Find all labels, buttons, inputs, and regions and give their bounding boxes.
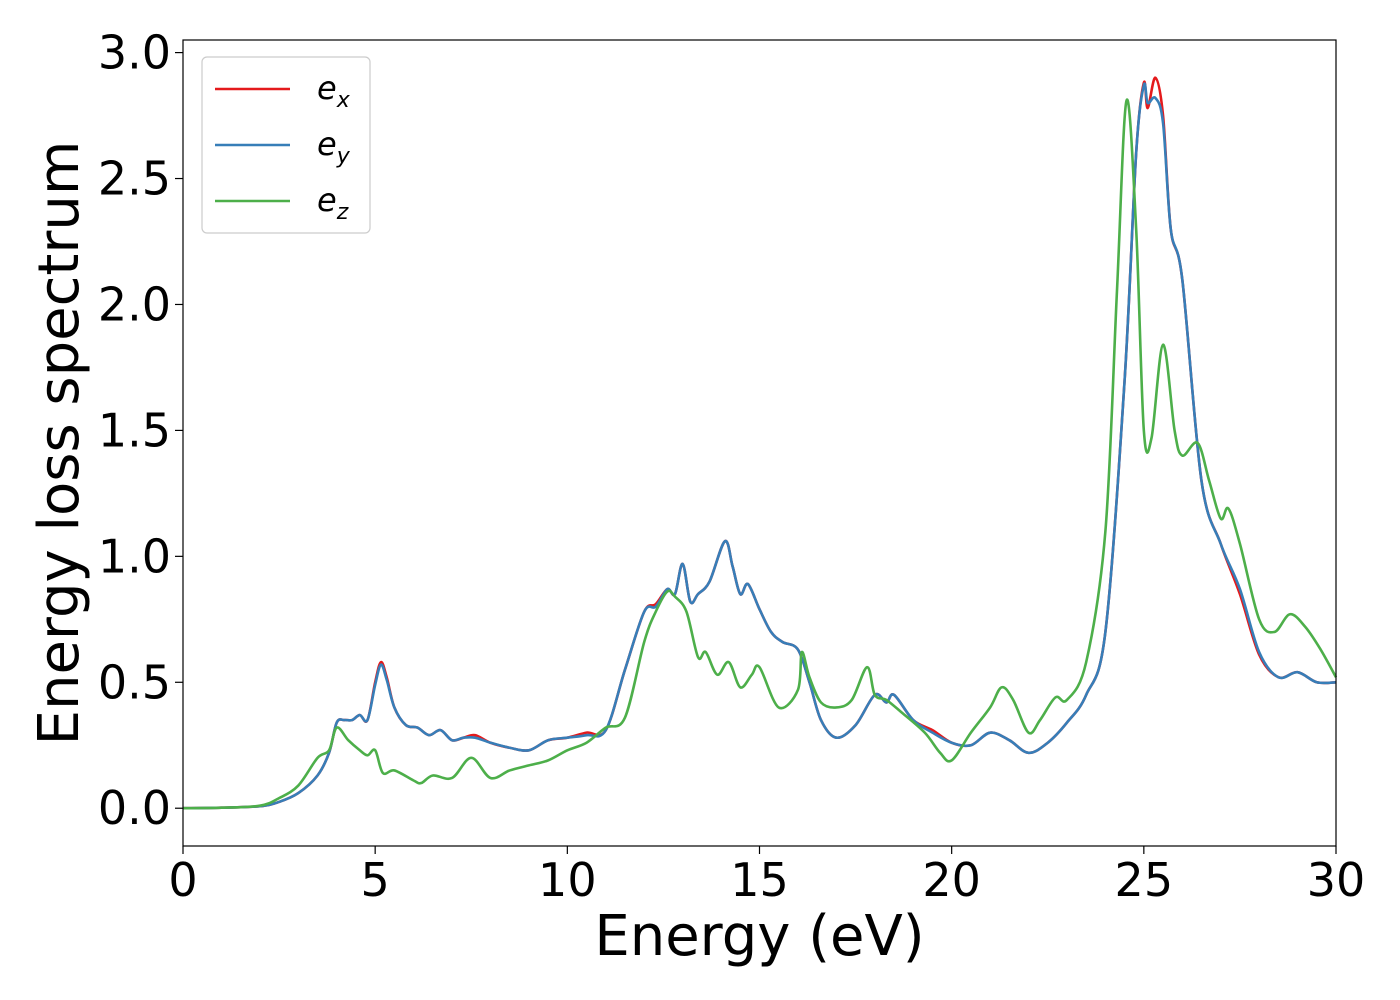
x-tick-label: 30 [1307,853,1366,907]
y-tick-label: 1.0 [98,529,171,583]
y-tick-label: 0.0 [98,781,171,835]
series-line-e-z [182,98,1338,810]
legend-label-e-y: ey [317,125,351,169]
legend-label-e-z: ez [317,181,349,225]
y-tick-label: 1.5 [98,403,171,457]
x-tick-label: 25 [1115,853,1174,907]
x-tick-label: 15 [730,853,789,907]
x-tick-label: 5 [361,853,390,907]
legend: ex ey ez [201,56,371,234]
x-axis-ticks: 0 5 10 15 20 25 30 [168,846,1365,907]
x-tick-label: 20 [922,853,981,907]
series-layer [182,76,1338,810]
y-tick-label: 2.0 [98,277,171,331]
y-tick-label: 0.5 [98,655,171,709]
y-tick-label: 3.0 [98,26,171,80]
x-tick-label: 0 [168,853,197,907]
y-axis-ticks: 0.0 0.5 1.0 1.5 2.0 2.5 3.0 [98,26,183,835]
y-axis-label: Energy loss spectrum [27,141,92,746]
x-tick-label: 10 [538,853,597,907]
y-tick-label: 2.5 [98,152,171,206]
x-axis-label: Energy (eV) [594,904,924,969]
series-line-e-y [182,82,1337,810]
legend-label-e-x: ex [317,69,351,113]
